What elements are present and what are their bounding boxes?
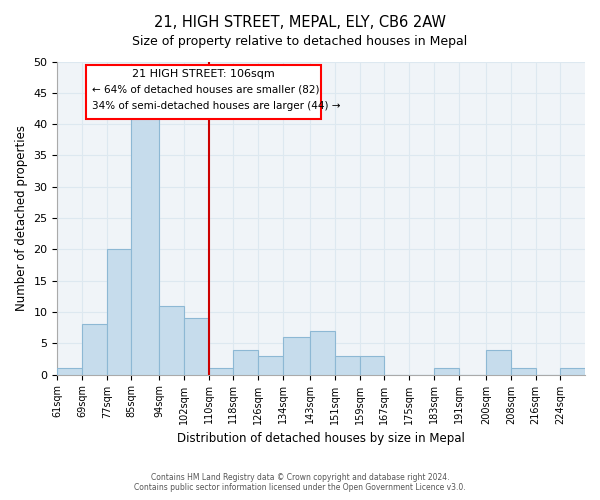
Bar [560,368,585,374]
Text: 21 HIGH STREET: 106sqm: 21 HIGH STREET: 106sqm [133,70,275,80]
Bar [335,356,360,374]
Bar [283,337,310,374]
Bar [486,350,511,374]
Bar [258,356,283,374]
Bar [159,306,184,374]
Bar [131,118,159,374]
Y-axis label: Number of detached properties: Number of detached properties [15,125,28,311]
Bar [511,368,536,374]
Text: Contains HM Land Registry data © Crown copyright and database right 2024.
Contai: Contains HM Land Registry data © Crown c… [134,473,466,492]
Bar [82,324,107,374]
Bar [209,368,233,374]
Bar [184,318,209,374]
Text: ← 64% of detached houses are smaller (82): ← 64% of detached houses are smaller (82… [92,85,319,95]
Text: Size of property relative to detached houses in Mepal: Size of property relative to detached ho… [133,35,467,48]
Bar [107,250,131,374]
Text: 34% of semi-detached houses are larger (44) →: 34% of semi-detached houses are larger (… [92,100,340,110]
Bar [434,368,458,374]
Bar [360,356,385,374]
Bar [233,350,258,374]
X-axis label: Distribution of detached houses by size in Mepal: Distribution of detached houses by size … [177,432,465,445]
Text: 21, HIGH STREET, MEPAL, ELY, CB6 2AW: 21, HIGH STREET, MEPAL, ELY, CB6 2AW [154,15,446,30]
FancyBboxPatch shape [86,64,321,120]
Bar [310,330,335,374]
Bar [58,368,82,374]
